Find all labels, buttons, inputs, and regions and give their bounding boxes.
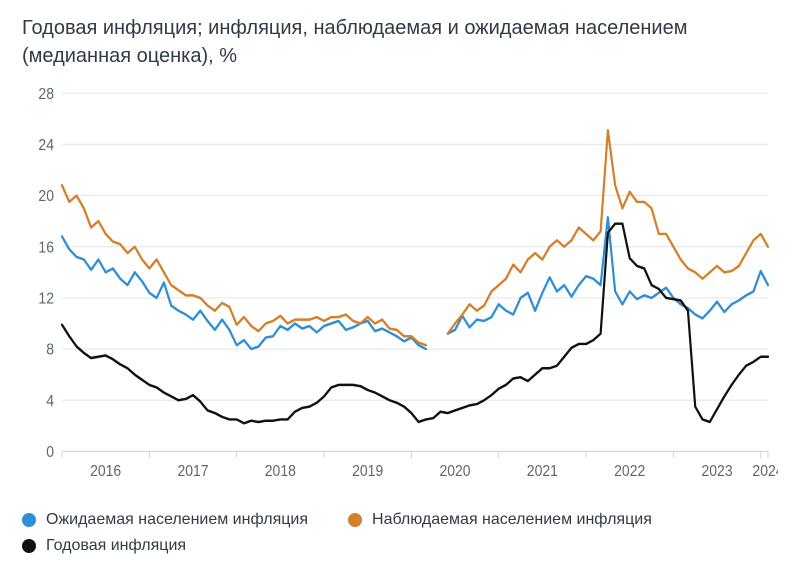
swatch-expected	[22, 513, 36, 527]
svg-text:20: 20	[38, 188, 54, 205]
legend-item-observed: Наблюдаемая населением инфляция	[348, 511, 652, 529]
svg-text:0: 0	[46, 444, 54, 461]
svg-text:2024: 2024	[752, 463, 778, 480]
svg-text:2021: 2021	[527, 463, 558, 480]
svg-text:12: 12	[38, 291, 54, 308]
svg-text:4: 4	[46, 393, 54, 410]
legend-label-annual: Годовая инфляция	[46, 537, 186, 555]
svg-text:2023: 2023	[701, 463, 732, 480]
swatch-annual	[22, 539, 36, 553]
svg-text:8: 8	[46, 342, 54, 359]
svg-text:2018: 2018	[265, 463, 296, 480]
svg-text:24: 24	[38, 137, 54, 154]
svg-text:2020: 2020	[439, 463, 470, 480]
svg-text:16: 16	[38, 240, 54, 257]
svg-text:2022: 2022	[614, 463, 645, 480]
legend-label-expected: Ожидаемая населением инфляция	[46, 511, 308, 529]
legend-label-observed: Наблюдаемая населением инфляция	[372, 511, 652, 529]
svg-text:2016: 2016	[90, 463, 121, 480]
svg-text:2017: 2017	[177, 463, 208, 480]
svg-text:28: 28	[38, 86, 54, 103]
line-chart: 0481216202428201620172018201920202021202…	[22, 82, 778, 485]
legend: Ожидаемая населением инфляция Наблюдаема…	[22, 503, 778, 555]
svg-text:2019: 2019	[352, 463, 383, 480]
legend-item-annual: Годовая инфляция	[22, 537, 186, 555]
swatch-observed	[348, 513, 362, 527]
legend-item-expected: Ожидаемая населением инфляция	[22, 511, 308, 529]
chart-title: Годовая инфляция; инфляция, наблюдаемая …	[22, 14, 778, 70]
chart-area: 0481216202428201620172018201920202021202…	[22, 82, 778, 485]
